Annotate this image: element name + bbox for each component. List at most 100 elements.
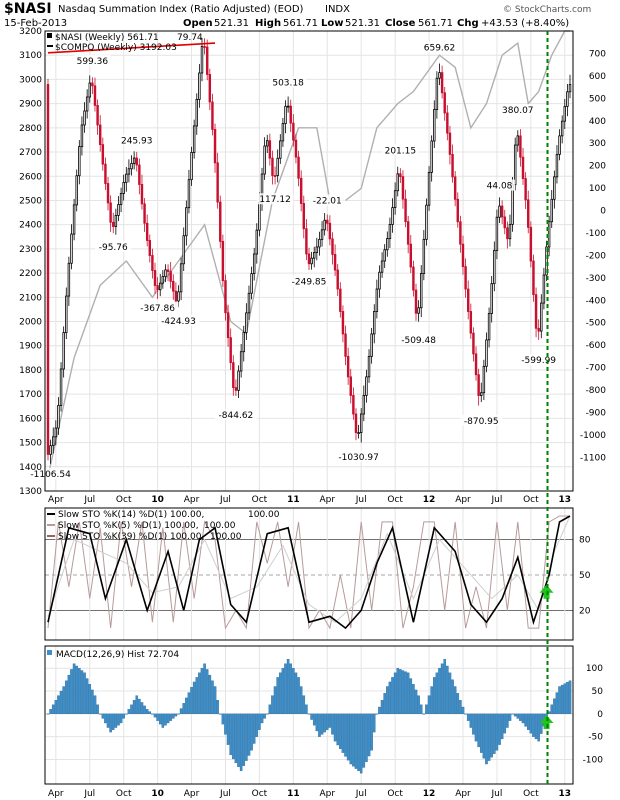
- macd-hist-bar: [341, 713, 345, 753]
- price-right-tick-label: -800: [586, 386, 607, 396]
- macd-hist-bar: [114, 713, 118, 728]
- macd-hist-bar: [138, 698, 141, 715]
- macd-hist-bar: [485, 713, 488, 765]
- macd-hist-bar: [98, 713, 102, 715]
- macd-hist-bar: [555, 692, 559, 715]
- nasi-candle-body: [83, 110, 86, 126]
- price-annotation-bg: [269, 76, 307, 88]
- price-annotation-label: 44.08: [487, 182, 513, 192]
- nasi-candle-body: [172, 280, 175, 292]
- macd-hist-bar: [104, 713, 107, 724]
- nasi-candle-body: [114, 215, 118, 227]
- macd-hist-bar: [117, 713, 120, 726]
- price-right-tick-label: -700: [586, 364, 607, 374]
- macd-hist-bar: [67, 674, 71, 715]
- macd-hist-bar: [367, 713, 371, 757]
- nasi-candle-body: [122, 181, 125, 194]
- price-right-tick-label: 200: [589, 162, 606, 172]
- price-left-tick-label: 1900: [19, 342, 42, 352]
- nasi-candle-body: [192, 125, 196, 153]
- price-right-tick-label: 700: [589, 49, 606, 59]
- price-right-tick-label: 300: [589, 139, 606, 149]
- macd-hist-bar: [213, 686, 217, 715]
- macd-hist-bar: [414, 689, 418, 715]
- macd-hist-bar: [388, 681, 392, 715]
- nasi-candle-body: [109, 202, 112, 223]
- macd-hist-bar: [292, 668, 295, 715]
- macd-hist-bar: [409, 678, 413, 715]
- price-annotation-label: -95.76: [99, 243, 128, 253]
- nasi-candle-body: [112, 221, 115, 227]
- price-left-tick-label: 3100: [19, 51, 42, 61]
- open-label: Open: [183, 18, 213, 29]
- macd-hist-bar: [383, 693, 386, 715]
- price-x-tick-label: Jul: [219, 495, 231, 505]
- macd-hist-bar: [299, 686, 303, 715]
- nasi-candle-body: [534, 294, 538, 329]
- sto5-legend-value: 100.00: [204, 521, 236, 531]
- macd-x-tick-label: 11: [287, 789, 300, 799]
- sto14-legend-text: Slow STO %K(14) %D(1) 100.00,: [58, 510, 204, 520]
- nasi-candle-body: [143, 203, 146, 224]
- nasi-candle-body: [425, 204, 428, 240]
- macd-hist-bar: [386, 686, 389, 715]
- nasi-candle-body: [346, 355, 350, 378]
- nasi-candle-body: [70, 233, 73, 264]
- price-annotation-label: -870.95: [464, 417, 499, 427]
- macd-hist-bar: [190, 687, 193, 715]
- nasi-candle-body: [289, 105, 292, 124]
- nasi-candle-body: [540, 302, 543, 332]
- price-x-tick-label: Apr: [48, 495, 64, 505]
- price-annotation-bg: [382, 144, 419, 156]
- nasi-candle-body: [245, 312, 248, 333]
- macd-hist-bar: [498, 713, 501, 745]
- macd-hist-bar: [487, 713, 491, 761]
- nasi-candle-body: [513, 144, 517, 186]
- price-right-tick-label: 500: [589, 94, 606, 104]
- macd-x-tick-label: 12: [423, 789, 436, 799]
- macd-hist-bar: [422, 713, 426, 715]
- nasi-candle-body: [380, 260, 384, 273]
- nasi-candle-body: [104, 163, 107, 184]
- macd-hist-bar: [263, 713, 266, 719]
- nasi-candle-body: [326, 219, 329, 224]
- price-annotation-label: -844.62: [219, 411, 254, 421]
- nasi-candle-body: [443, 92, 446, 114]
- macd-hist-bar: [464, 713, 467, 715]
- nasi-candle-body: [446, 112, 449, 134]
- macd-hist-bar: [88, 684, 92, 715]
- macd-hist-bar: [495, 713, 499, 751]
- price-annotation-label: 117.12: [259, 195, 291, 205]
- macd-hist-bar: [143, 705, 146, 715]
- price-right-tick-label: 100: [589, 184, 606, 194]
- nasi-candle-body: [67, 262, 71, 297]
- nasi-candle-body: [106, 183, 110, 204]
- nasi-candle-body: [412, 266, 415, 291]
- price-panel: 599.36 -95.76 245.93 -367.86 -424.93 -844.62 1…: [19, 27, 606, 505]
- macd-hist-bar: [70, 669, 73, 715]
- brand-watermark: © StockCharts.com: [503, 5, 591, 15]
- nasi-candle-body: [255, 229, 259, 255]
- macd-hist-bar: [54, 700, 58, 715]
- price-annotation-bg: [517, 354, 560, 366]
- macd-x-tick-label: Jul: [83, 789, 95, 799]
- macd-hist-bar: [380, 700, 384, 715]
- price-annotation-label: -1030.97: [338, 453, 378, 463]
- macd-tick-label: -100: [583, 755, 604, 765]
- chart-exchange: INDX: [325, 4, 350, 15]
- nasi-candle-body: [508, 223, 512, 240]
- price-right-tick-label: -100: [586, 229, 607, 239]
- macd-x-tick-label: Apr: [48, 789, 64, 799]
- macd-x-tick-label: Oct: [387, 789, 403, 799]
- macd-x-tick-label: Jul: [219, 789, 231, 799]
- nasi-candle-body: [72, 204, 76, 235]
- nasi-candle-body: [138, 164, 141, 185]
- macd-hist-bar: [440, 663, 444, 715]
- macd-hist-bar: [127, 709, 131, 715]
- nasi-candle-body: [404, 198, 407, 223]
- macd-hist-bar: [85, 678, 89, 715]
- macd-hist-bar: [252, 713, 256, 744]
- nasi-candle-body: [500, 205, 504, 218]
- nasi-candle-body: [430, 140, 433, 173]
- macd-hist-bar: [166, 713, 170, 724]
